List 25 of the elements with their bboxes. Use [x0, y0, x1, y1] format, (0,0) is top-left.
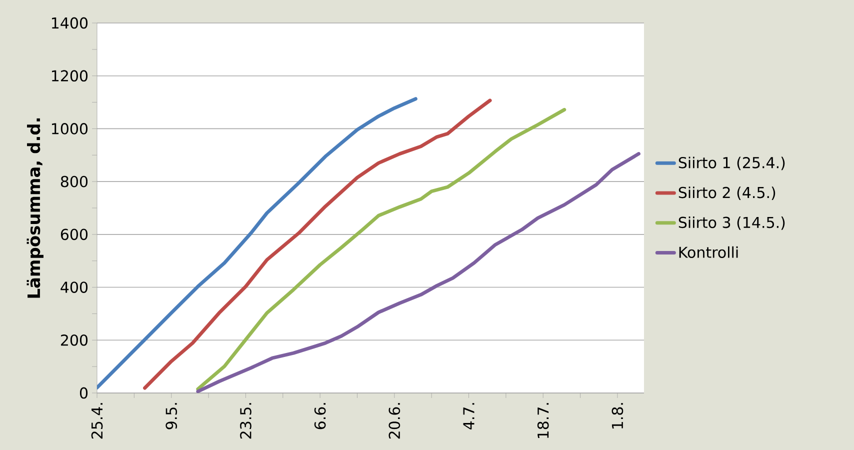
- legend-label: Siirto 1 (25.4.): [678, 156, 785, 170]
- y-tick-label: 1200: [52, 70, 88, 82]
- x-tick-label: 25.4.: [91, 403, 103, 439]
- x-tick-label: 4.7.: [463, 403, 474, 430]
- line-series: [196, 108, 566, 391]
- legend-label: Kontrolli: [679, 246, 738, 258]
- y-axis-title: Lämpösumma, d.d.: [26, 118, 44, 298]
- y-tick-label: 400: [60, 282, 88, 293]
- y-tick-label: 800: [60, 176, 88, 188]
- y-tick-label: 600: [60, 228, 88, 240]
- legend-label: Siirto 2 (4.5.): [678, 186, 776, 200]
- x-tick-label: 20.6.: [388, 403, 400, 439]
- legend-label: Siirto 3 (14.5.): [678, 216, 785, 230]
- y-tick-label: 1000: [52, 123, 88, 134]
- x-tick-label: 23.5.: [240, 403, 252, 439]
- x-tick-label: 1.8.: [612, 403, 624, 428]
- y-tick-label: 1400: [52, 17, 88, 29]
- x-tick-label: 18.7.: [537, 403, 549, 438]
- y-tick-label: 200: [60, 334, 88, 346]
- x-tick-label: 9.5.: [166, 403, 178, 430]
- line-series: [143, 98, 492, 390]
- y-tick-label: 0: [80, 387, 88, 399]
- line-series: [97, 97, 418, 390]
- line-series: [196, 152, 640, 393]
- x-tick-label: 6.6.: [314, 403, 326, 430]
